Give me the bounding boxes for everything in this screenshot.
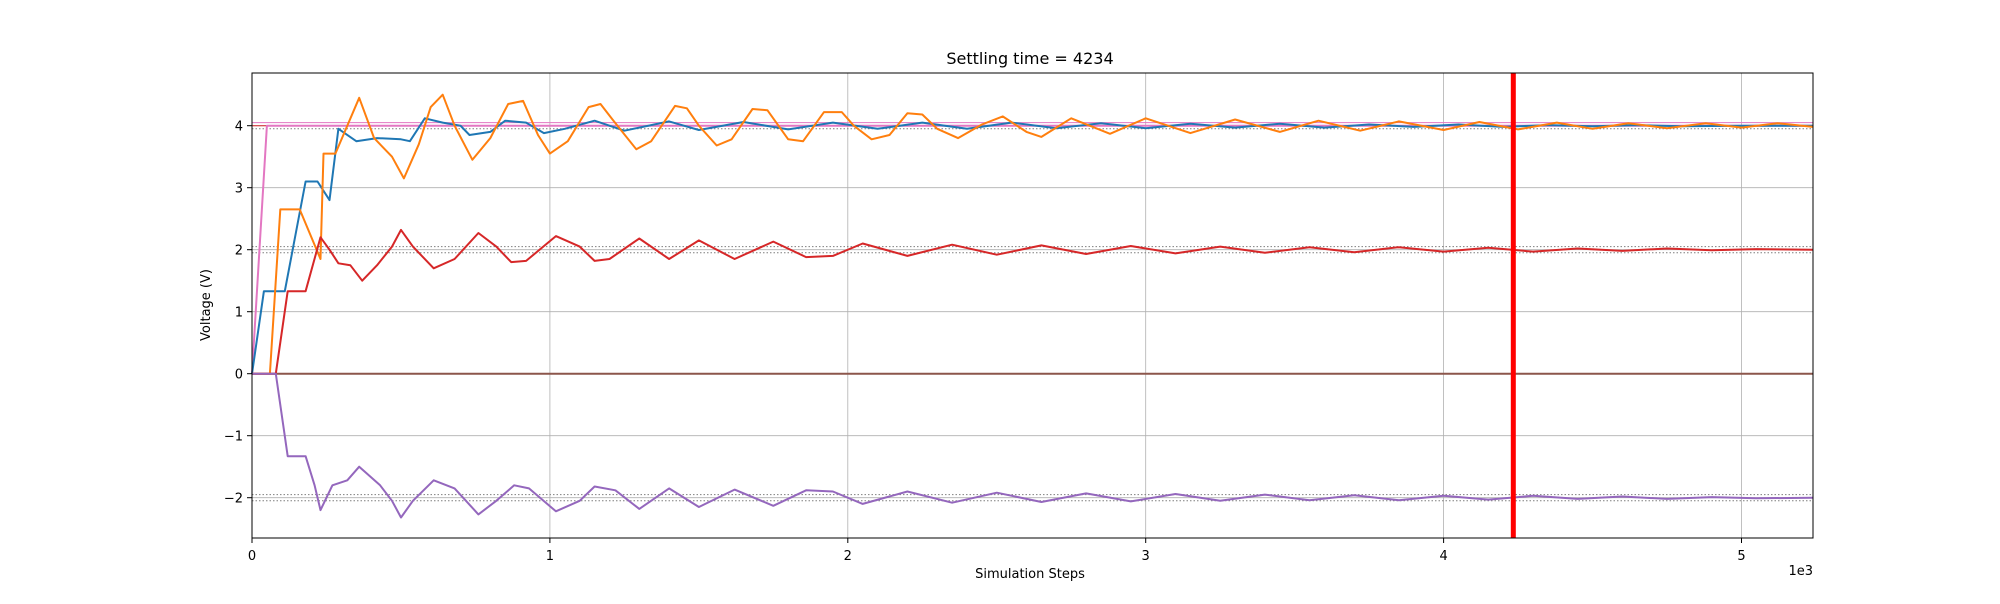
x-axis-label: Simulation Steps bbox=[975, 567, 1085, 582]
y-tick-label: 4 bbox=[235, 120, 243, 135]
series-line bbox=[252, 93, 1814, 375]
y-tick-label: 1 bbox=[235, 306, 243, 321]
x-tick-label: 5 bbox=[1737, 549, 1745, 564]
chart-title: Settling time = 4234 bbox=[946, 49, 1113, 68]
series-lines bbox=[251, 93, 1814, 519]
plot-frame bbox=[251, 72, 1814, 539]
y-tick-label: −2 bbox=[224, 492, 243, 507]
x-tick-label: 3 bbox=[1142, 549, 1150, 564]
x-axis-offset-label: 1e3 bbox=[1788, 564, 1813, 579]
y-tick-label: 2 bbox=[235, 244, 243, 259]
y-tick-label: −1 bbox=[224, 430, 243, 445]
x-tick-label: 0 bbox=[248, 549, 256, 564]
y-tick-label: 0 bbox=[235, 368, 243, 383]
series-line bbox=[252, 228, 1814, 375]
x-tick-label: 4 bbox=[1439, 549, 1447, 564]
y-tick-label: 3 bbox=[235, 182, 243, 197]
y-axis-label: Voltage (V) bbox=[199, 269, 214, 341]
x-tick-label: 2 bbox=[844, 549, 852, 564]
axis-ticks: 0 1 2 3 4 5 −2 −1 0 1 2 3 4 bbox=[224, 120, 1746, 564]
x-tick-label: 1 bbox=[546, 549, 554, 564]
series-line bbox=[252, 372, 1814, 519]
